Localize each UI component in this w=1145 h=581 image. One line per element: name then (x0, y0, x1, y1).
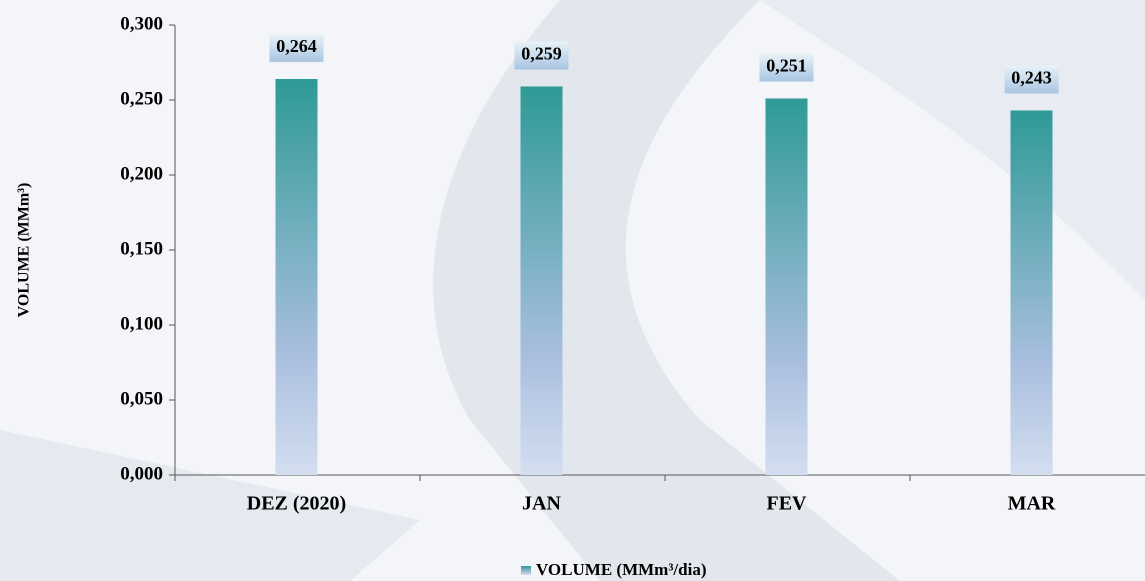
legend-label: VOLUME (MMm³/dia) (536, 560, 706, 579)
value-label: 0,264 (276, 36, 317, 56)
bar (1010, 110, 1053, 475)
x-tick-label: FEV (767, 493, 808, 515)
y-tick-label: 0,100 (120, 313, 163, 334)
y-tick-label: 0,300 (120, 13, 163, 34)
bar (275, 79, 318, 475)
bar (765, 98, 808, 475)
y-axis-title: VOLUME (MMm³) (16, 183, 33, 318)
value-label: 0,243 (1011, 68, 1052, 88)
x-tick-label: MAR (1008, 493, 1056, 515)
y-tick-label: 0,150 (120, 238, 163, 259)
value-label: 0,259 (521, 44, 562, 64)
x-tick-label: DEZ (2020) (247, 493, 346, 515)
y-tick-label: 0,000 (120, 463, 163, 484)
value-label-box (759, 53, 814, 82)
bg-shape (0, 430, 420, 581)
y-tick-label: 0,050 (120, 388, 163, 409)
y-tick-label: 0,200 (120, 163, 163, 184)
legend-swatch (521, 566, 531, 575)
value-label-box (514, 41, 569, 70)
bar (520, 86, 563, 475)
x-tick-label: JAN (522, 493, 561, 515)
value-label: 0,251 (766, 56, 807, 76)
value-label-box (269, 34, 324, 62)
value-label-box (1004, 65, 1059, 94)
y-tick-label: 0,250 (120, 88, 163, 109)
